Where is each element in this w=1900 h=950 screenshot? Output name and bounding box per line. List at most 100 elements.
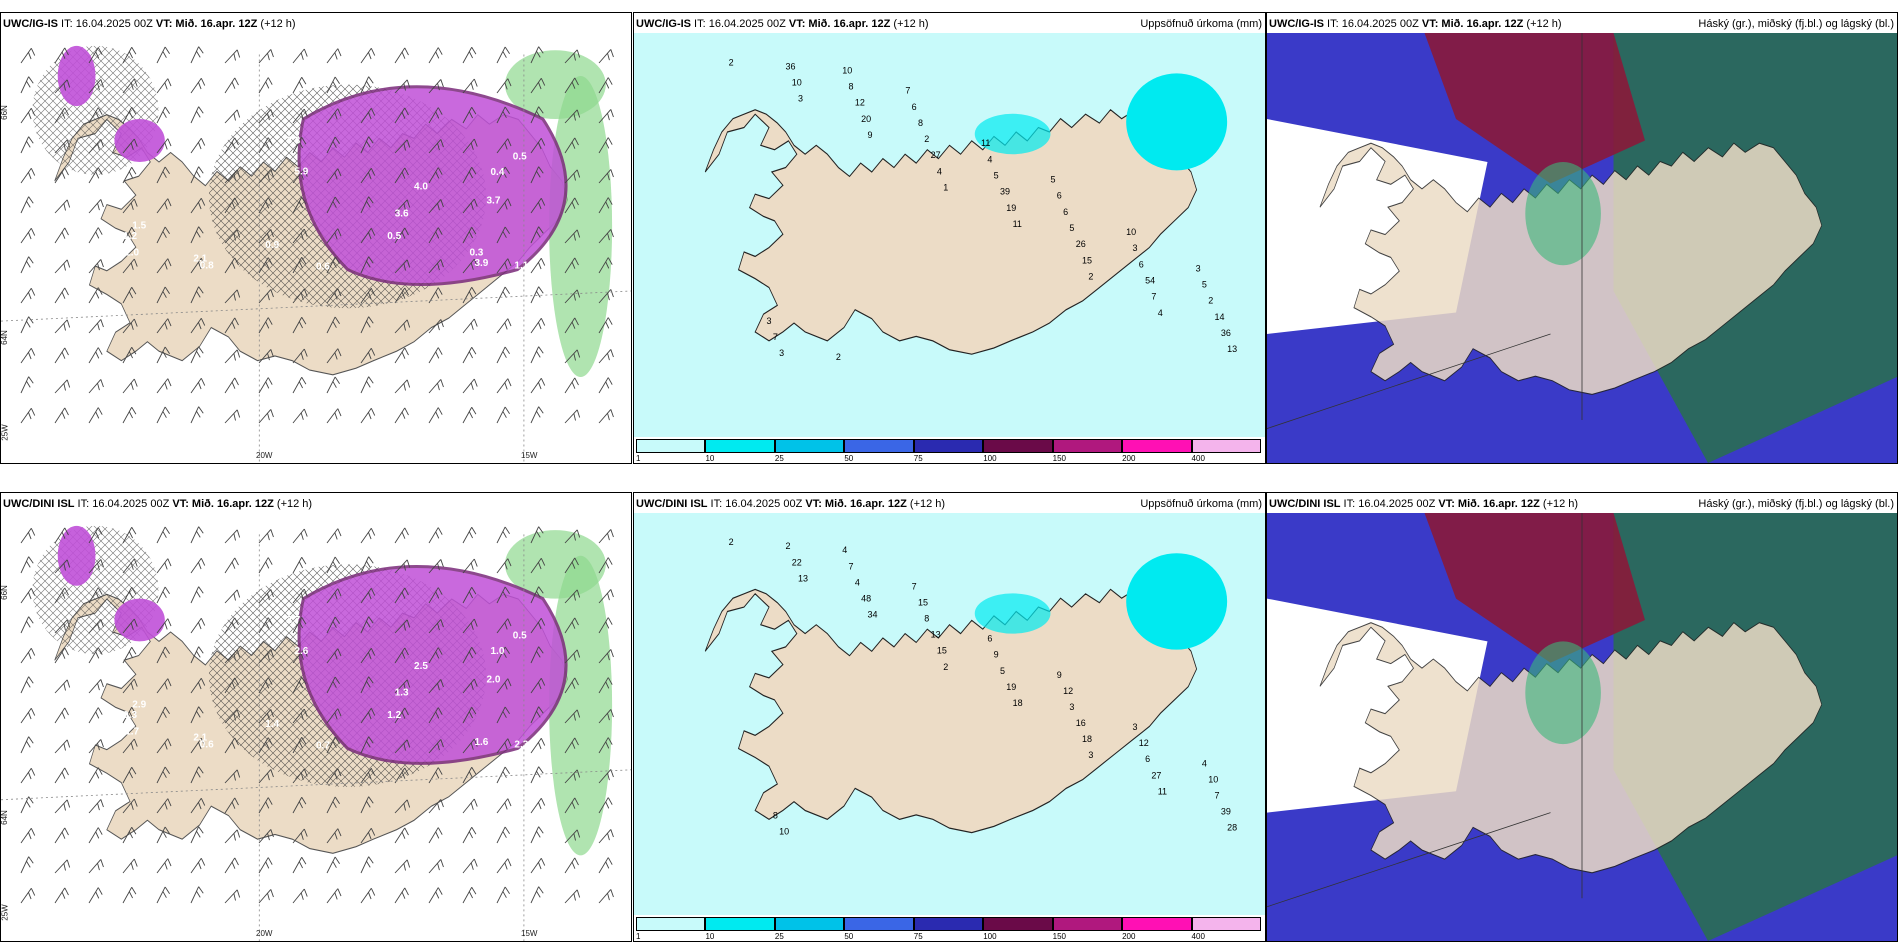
wind-barb bbox=[496, 258, 512, 274]
wind-barb bbox=[462, 107, 477, 124]
precip-amount-label: 19 bbox=[1006, 682, 1016, 692]
wind-barb bbox=[530, 617, 546, 634]
latitude-label: 64N bbox=[0, 330, 9, 345]
map-canvas: 0.6 0.5 0.9 1.5 4.0 3.9 2.2 2.1 3.7 3.6 2.0 3.3 1.1 5… bbox=[1, 33, 631, 463]
wind-barb bbox=[360, 136, 374, 154]
precip-amount-label: 39 bbox=[1221, 807, 1231, 817]
wind-barb bbox=[122, 678, 138, 694]
wind-barb bbox=[292, 857, 307, 874]
precip-amount-label: 10 bbox=[1126, 227, 1136, 237]
wind-barb bbox=[88, 559, 104, 574]
valid-time: Mið. 16.apr. 12Z bbox=[1454, 498, 1540, 510]
wind-barb bbox=[428, 707, 443, 724]
wind-barb bbox=[156, 738, 172, 754]
snow-depth-label: 1.6 bbox=[474, 737, 488, 748]
colorbar-tick-label: 10 bbox=[705, 932, 715, 941]
wind-barb bbox=[54, 259, 71, 274]
wind-barb bbox=[326, 616, 340, 634]
map-area[interactable]: 0.7 0.5 1.4 2.9 2.5 1.6 4.6 2.1 2.0 1.3 1.7 2.7 2.3 2… bbox=[1, 513, 631, 941]
wind-barb bbox=[598, 169, 614, 184]
wind-barb bbox=[564, 409, 581, 424]
wind-barb bbox=[258, 137, 273, 154]
map-area[interactable]: 2 2 1 3 4 11 9 13 15 4 10 7 19 20 36 26 27 36 54 39 12 14 5 2 3 6… bbox=[634, 33, 1265, 437]
wind-barb bbox=[394, 767, 409, 784]
wind-barb bbox=[20, 347, 36, 364]
wind-barb bbox=[360, 196, 374, 214]
wind-barb bbox=[564, 197, 579, 214]
precip-amount-label: 11 bbox=[1158, 786, 1167, 796]
wind-barb bbox=[598, 589, 614, 604]
wind-barb bbox=[292, 737, 307, 754]
map-area[interactable] bbox=[1267, 33, 1897, 463]
wind-barb bbox=[598, 677, 613, 694]
wind-barb bbox=[394, 859, 411, 874]
map-area[interactable] bbox=[1267, 513, 1897, 941]
wind-barb bbox=[54, 799, 71, 814]
wind-barb bbox=[598, 409, 614, 424]
snow-depth-label: 1.5 bbox=[132, 220, 146, 231]
precip-amount-label: 6 bbox=[1139, 259, 1144, 269]
wind-barb bbox=[530, 857, 546, 874]
wind-barb bbox=[394, 259, 411, 274]
wind-barb bbox=[156, 886, 170, 904]
snow-depth-label: 0.5 bbox=[513, 151, 527, 162]
wind-barb bbox=[88, 379, 104, 394]
wind-barb bbox=[258, 829, 274, 844]
wind-barb bbox=[598, 49, 614, 64]
wind-barb bbox=[224, 229, 241, 244]
wind-barb bbox=[190, 557, 206, 574]
colorbar-swatch bbox=[705, 439, 775, 453]
wind-barb bbox=[190, 46, 204, 64]
wind-barb bbox=[496, 526, 510, 544]
wind-barb bbox=[360, 587, 376, 604]
wind-barb bbox=[462, 798, 478, 814]
wind-barb bbox=[224, 349, 241, 364]
wind-barb bbox=[156, 166, 170, 184]
wind-barb bbox=[258, 737, 273, 754]
wind-barb bbox=[496, 226, 510, 244]
wind-barb bbox=[428, 347, 443, 364]
wind-barb bbox=[360, 647, 376, 664]
wind-barb bbox=[292, 677, 307, 694]
wind-barb bbox=[224, 49, 241, 64]
colorbar-tick-label: 50 bbox=[844, 454, 854, 463]
wind-barb bbox=[326, 196, 340, 214]
map-area[interactable]: 2 3 2 13 11 18 34 28 18 15 22 27 19 48 39 16 13 2 6 5 4 7 3 8 10… bbox=[634, 513, 1265, 915]
precip-amount-label: 11 bbox=[1013, 219, 1022, 229]
panel-header: UWC/IG-IS IT: 16.04.2025 00Z VT: Mið. 16… bbox=[634, 15, 1265, 33]
wind-barb bbox=[190, 646, 204, 664]
wind-barb bbox=[292, 557, 307, 574]
panel-title: UWC/DINI ISL IT: 16.04.2025 00Z VT: Mið.… bbox=[1269, 495, 1578, 513]
wind-barb bbox=[122, 138, 138, 154]
snow-depth-label: 0.7 bbox=[316, 740, 330, 751]
wind-barb bbox=[88, 887, 103, 904]
wind-barb bbox=[122, 47, 137, 64]
colorbar-tick-label: 100 bbox=[983, 454, 997, 463]
wind-barb bbox=[326, 648, 342, 664]
map-area[interactable]: 0.6 0.5 0.9 1.5 4.0 3.9 2.2 2.1 3.7 3.6 2.0 3.3 1.1 5… bbox=[1, 33, 631, 463]
wind-barb bbox=[258, 797, 273, 814]
wind-barb bbox=[394, 887, 409, 904]
wind-barb bbox=[20, 767, 36, 784]
wind-barb bbox=[88, 767, 103, 784]
colorbar-swatch bbox=[983, 917, 1053, 931]
wind-barb bbox=[54, 47, 69, 64]
wind-barb bbox=[20, 736, 34, 754]
wind-barb bbox=[428, 79, 444, 94]
wind-barb bbox=[462, 887, 477, 904]
wind-barb bbox=[258, 317, 273, 334]
colorbar-tick-label: 75 bbox=[913, 454, 923, 463]
wind-barb bbox=[88, 227, 103, 244]
wind-barb bbox=[20, 647, 36, 664]
snow-depth-label: 1.0 bbox=[171, 135, 185, 146]
wind-barb bbox=[224, 169, 241, 184]
wind-barb bbox=[428, 619, 444, 634]
panel-title: UWC/IG-IS IT: 16.04.2025 00Z VT: Mið. 16… bbox=[1269, 15, 1562, 33]
lead-time: (+12 h) bbox=[906, 498, 946, 510]
snowfall-area bbox=[57, 525, 96, 586]
wind-barb bbox=[598, 197, 613, 214]
wind-barb bbox=[530, 646, 544, 664]
wind-barb bbox=[20, 587, 36, 604]
lead-time: (+12 h) bbox=[273, 498, 313, 510]
wind-barb bbox=[156, 378, 172, 394]
